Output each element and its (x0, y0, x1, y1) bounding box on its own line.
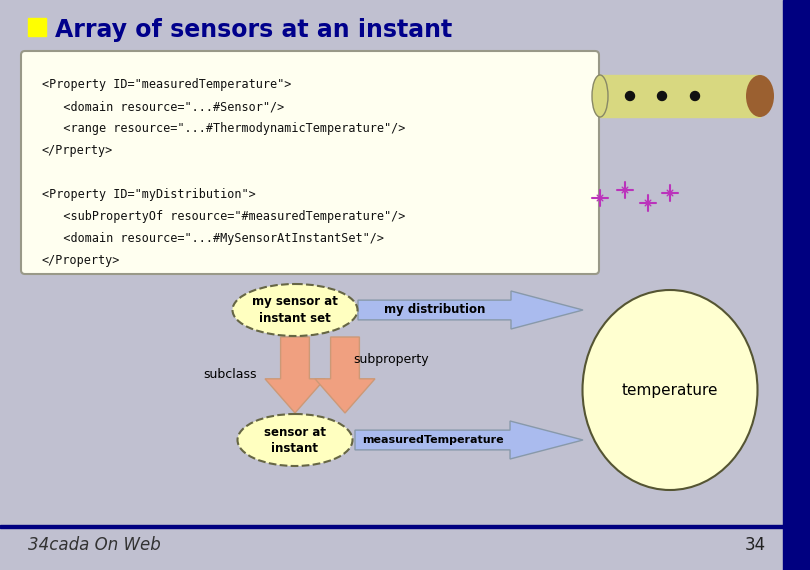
Text: my sensor at
instant set: my sensor at instant set (252, 295, 338, 324)
Polygon shape (355, 421, 583, 459)
Circle shape (625, 92, 634, 100)
Text: subclass: subclass (203, 368, 257, 381)
Ellipse shape (237, 414, 352, 466)
Circle shape (690, 92, 700, 100)
Ellipse shape (592, 75, 608, 117)
Text: sensor at
instant: sensor at instant (264, 425, 326, 454)
Text: 34: 34 (744, 536, 765, 554)
Text: temperature: temperature (622, 382, 718, 397)
Polygon shape (265, 337, 325, 413)
FancyBboxPatch shape (21, 51, 599, 274)
Circle shape (658, 92, 667, 100)
Text: </Property>: </Property> (42, 254, 121, 267)
Bar (783, 0, 810, 570)
Bar (600, 75, 760, 117)
Text: measuredTemperature: measuredTemperature (362, 435, 503, 445)
Bar (0, 525, 783, 528)
Text: <subPropertyOf resource="#measuredTemperature"/>: <subPropertyOf resource="#measuredTemper… (42, 210, 405, 223)
Text: <range resource="...#ThermodynamicTemperature"/>: <range resource="...#ThermodynamicTemper… (42, 122, 405, 135)
Text: <domain resource="...#Sensor"/>: <domain resource="...#Sensor"/> (42, 100, 284, 113)
Ellipse shape (232, 284, 357, 336)
Text: Array of sensors at an instant: Array of sensors at an instant (55, 18, 452, 42)
Polygon shape (358, 291, 583, 329)
Text: subproperty: subproperty (353, 353, 428, 367)
Ellipse shape (746, 75, 774, 117)
Text: <domain resource="...#MySensorAtInstantSet"/>: <domain resource="...#MySensorAtInstantS… (42, 232, 384, 245)
Text: 34cada On Web: 34cada On Web (28, 536, 160, 554)
Text: my distribution: my distribution (384, 303, 485, 316)
Ellipse shape (582, 290, 757, 490)
Bar (28, 18, 46, 36)
Polygon shape (315, 337, 375, 413)
Text: </Prperty>: </Prperty> (42, 144, 113, 157)
Text: <Property ID="measuredTemperature">: <Property ID="measuredTemperature"> (42, 78, 292, 91)
Text: <Property ID="myDistribution">: <Property ID="myDistribution"> (42, 188, 256, 201)
